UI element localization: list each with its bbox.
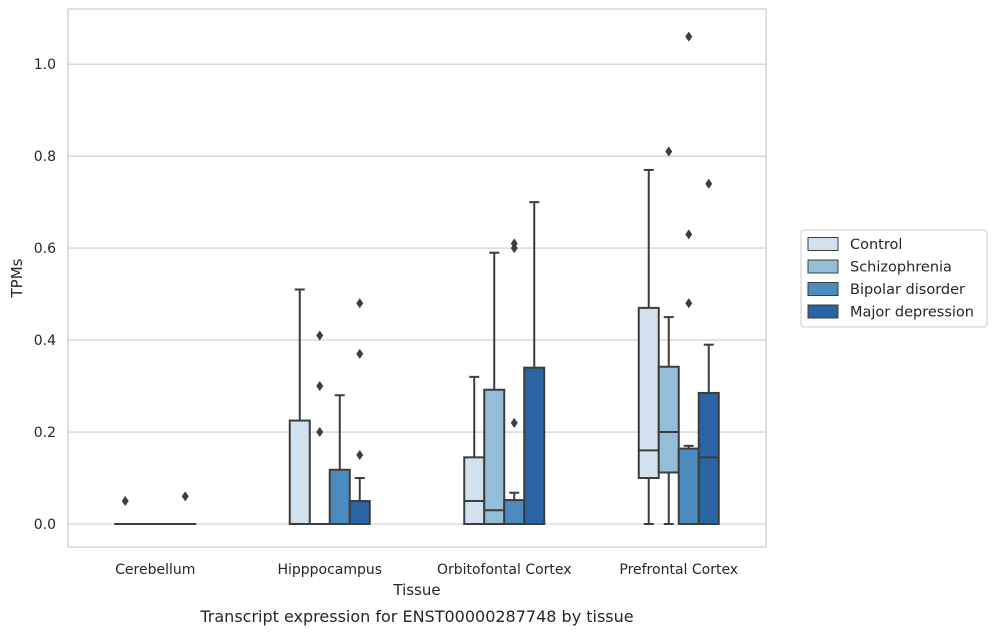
x-tick-label: Hipppocampus <box>277 562 382 578</box>
box-iqr <box>483 388 506 526</box>
box-control <box>463 375 486 526</box>
outlier-point <box>685 298 693 309</box>
outlier-point <box>685 31 693 42</box>
outlier-point <box>181 491 189 502</box>
outlier-point <box>685 229 693 240</box>
y-tick-label: 0.0 <box>34 517 56 533</box>
outlier-point <box>705 178 713 189</box>
outlier-point <box>510 417 518 428</box>
y-axis-label: TPMs <box>8 258 26 298</box>
legend-entry: Major depression <box>850 305 974 321</box>
box-iqr <box>503 499 526 526</box>
box-control <box>114 496 137 526</box>
x-tick-label: Cerebellum <box>115 562 195 578</box>
plot-frame <box>67 8 767 548</box>
legend: Control Schizophrenia Bipolar disorder Majo… <box>800 229 988 328</box>
outlier-point <box>316 427 324 438</box>
box-iqr <box>463 456 486 526</box>
box-iqr <box>697 391 720 526</box>
legend-entry: Bipolar disorder <box>850 282 965 298</box>
chart-caption: Transcript expression for ENST0000028774… <box>199 607 633 626</box>
outlier-point <box>316 381 324 392</box>
box-major-depression <box>348 298 371 526</box>
box-schizophrenia <box>483 251 506 526</box>
box-control <box>637 168 660 526</box>
box-bipolar-disorder <box>328 394 351 526</box>
box-major-depression <box>174 491 197 526</box>
legend-swatch <box>807 237 839 251</box>
box-iqr <box>288 419 311 526</box>
outlier-point <box>356 450 364 461</box>
y-tick-label: 0.6 <box>34 241 56 257</box>
y-tick-label: 1.0 <box>34 57 56 73</box>
outlier-point <box>356 298 364 309</box>
box-schizophrenia <box>657 146 680 526</box>
legend-swatch <box>807 282 839 296</box>
outlier-point <box>121 496 129 507</box>
box-iqr <box>677 447 700 526</box>
box-layer <box>114 31 720 526</box>
legend-entry: Schizophrenia <box>850 260 952 276</box>
box-control <box>288 288 311 526</box>
legend-entry: Control <box>850 237 902 253</box>
outlier-point <box>316 330 324 341</box>
box-bipolar-disorder <box>503 238 526 526</box>
y-tick-label: 0.2 <box>34 425 56 441</box>
box-major-depression <box>697 178 720 526</box>
legend-swatch <box>807 259 839 274</box>
x-tick-labels: Cerebellum Hipppocampus Orbitofontal Corte… <box>115 562 738 578</box>
x-tick-label: Orbitofontal Cortex <box>437 562 572 578</box>
box-iqr <box>348 500 371 526</box>
outlier-point <box>356 348 364 359</box>
legend-swatch <box>807 304 839 319</box>
box-iqr <box>523 366 546 526</box>
box-bipolar-disorder <box>677 31 700 526</box>
box-major-depression <box>523 201 546 526</box>
y-tick-label: 0.8 <box>34 149 56 165</box>
box-iqr <box>637 306 660 480</box>
legend-frame <box>800 229 988 328</box>
x-tick-label: Prefrontal Cortex <box>619 562 738 578</box>
outlier-point <box>665 146 673 157</box>
x-axis-label: Tissue <box>392 581 440 599</box>
box-iqr <box>328 468 351 526</box>
outlier-point <box>510 238 518 249</box>
box-schizophrenia <box>308 330 331 526</box>
y-tick-label: 0.4 <box>34 333 56 349</box>
box-iqr <box>657 365 680 474</box>
y-tick-labels: 0.0 0.2 0.4 0.6 0.8 1.0 <box>34 57 56 533</box>
